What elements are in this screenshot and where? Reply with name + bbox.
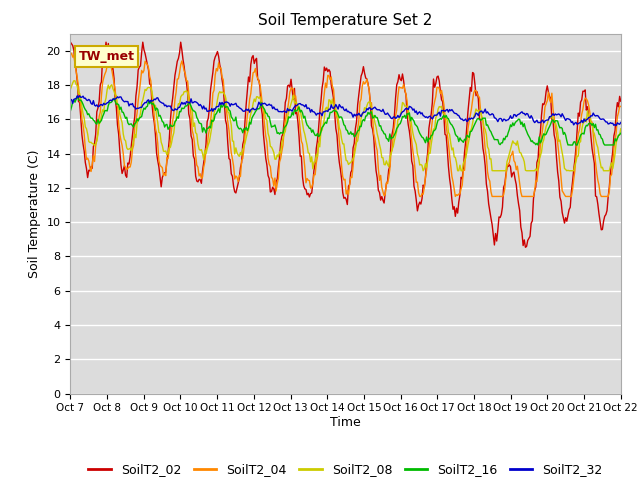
SoilT2_04 — [474, 91, 481, 97]
SoilT2_08 — [67, 86, 74, 92]
SoilT2_16 — [617, 131, 625, 136]
SoilT2_32 — [239, 108, 246, 114]
X-axis label: Time: Time — [330, 416, 361, 429]
SoilT2_02 — [471, 81, 479, 86]
Legend: SoilT2_02, SoilT2_04, SoilT2_08, SoilT2_16, SoilT2_32: SoilT2_02, SoilT2_04, SoilT2_08, SoilT2_… — [83, 458, 608, 480]
Line: SoilT2_04: SoilT2_04 — [70, 53, 621, 196]
SoilT2_02 — [617, 98, 625, 104]
SoilT2_32 — [568, 120, 575, 125]
SoilT2_32 — [300, 103, 307, 108]
SoilT2_08 — [239, 146, 246, 152]
Title: Soil Temperature Set 2: Soil Temperature Set 2 — [259, 13, 433, 28]
SoilT2_02 — [522, 244, 529, 250]
SoilT2_08 — [419, 168, 427, 174]
SoilT2_02 — [401, 88, 408, 94]
Line: SoilT2_16: SoilT2_16 — [70, 96, 621, 145]
SoilT2_32 — [612, 123, 620, 129]
SoilT2_02 — [299, 174, 307, 180]
SoilT2_04 — [569, 187, 577, 192]
SoilT2_08 — [402, 103, 410, 109]
SoilT2_08 — [300, 128, 307, 133]
SoilT2_16 — [74, 94, 81, 99]
SoilT2_04 — [376, 178, 383, 183]
SoilT2_08 — [376, 142, 383, 147]
SoilT2_16 — [534, 142, 542, 148]
SoilT2_32 — [376, 107, 383, 113]
SoilT2_08 — [474, 108, 481, 114]
SoilT2_02 — [67, 39, 74, 45]
SoilT2_04 — [402, 91, 410, 97]
Line: SoilT2_32: SoilT2_32 — [70, 96, 621, 126]
SoilT2_32 — [76, 93, 83, 98]
Line: SoilT2_02: SoilT2_02 — [70, 42, 621, 247]
SoilT2_16 — [67, 108, 74, 114]
SoilT2_04 — [416, 193, 424, 199]
SoilT2_04 — [300, 153, 307, 158]
Y-axis label: Soil Temperature (C): Soil Temperature (C) — [28, 149, 41, 278]
SoilT2_08 — [70, 78, 77, 84]
SoilT2_04 — [68, 50, 76, 56]
SoilT2_16 — [300, 115, 307, 121]
SoilT2_08 — [569, 168, 577, 174]
SoilT2_16 — [239, 130, 246, 136]
Line: SoilT2_08: SoilT2_08 — [70, 81, 621, 171]
SoilT2_04 — [617, 104, 625, 109]
SoilT2_32 — [402, 106, 410, 111]
Text: TW_met: TW_met — [79, 50, 134, 63]
SoilT2_32 — [617, 120, 625, 125]
SoilT2_02 — [374, 187, 382, 193]
SoilT2_16 — [376, 123, 383, 129]
SoilT2_04 — [67, 52, 74, 58]
SoilT2_02 — [238, 160, 246, 166]
SoilT2_02 — [568, 189, 575, 195]
SoilT2_16 — [569, 142, 577, 148]
SoilT2_32 — [67, 97, 74, 103]
SoilT2_16 — [402, 116, 410, 121]
SoilT2_16 — [472, 119, 480, 124]
SoilT2_32 — [472, 110, 480, 116]
SoilT2_08 — [617, 126, 625, 132]
SoilT2_04 — [239, 156, 246, 161]
